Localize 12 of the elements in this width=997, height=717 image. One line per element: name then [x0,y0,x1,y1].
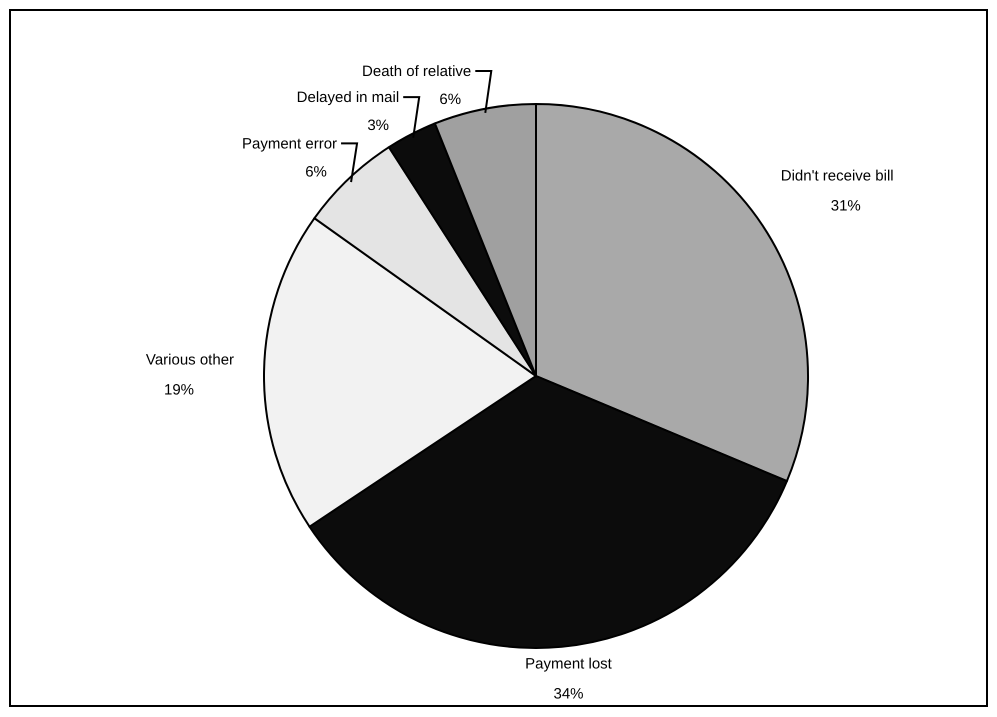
slice-label: Payment error [242,135,338,152]
slice-label: Various other [146,352,234,369]
data-label: 31% [830,198,861,215]
data-label: 19% [164,382,194,399]
slice-label: Delayed in mail [296,89,400,106]
slice-label: Payment lost [525,656,613,673]
data-label: 34% [553,686,584,703]
slice-label: Didn't receive bill [780,168,894,185]
data-label: 6% [305,163,327,180]
data-label: 6% [439,91,462,108]
data-label: 3% [367,117,390,134]
slice-label: Death of relative [362,63,472,80]
